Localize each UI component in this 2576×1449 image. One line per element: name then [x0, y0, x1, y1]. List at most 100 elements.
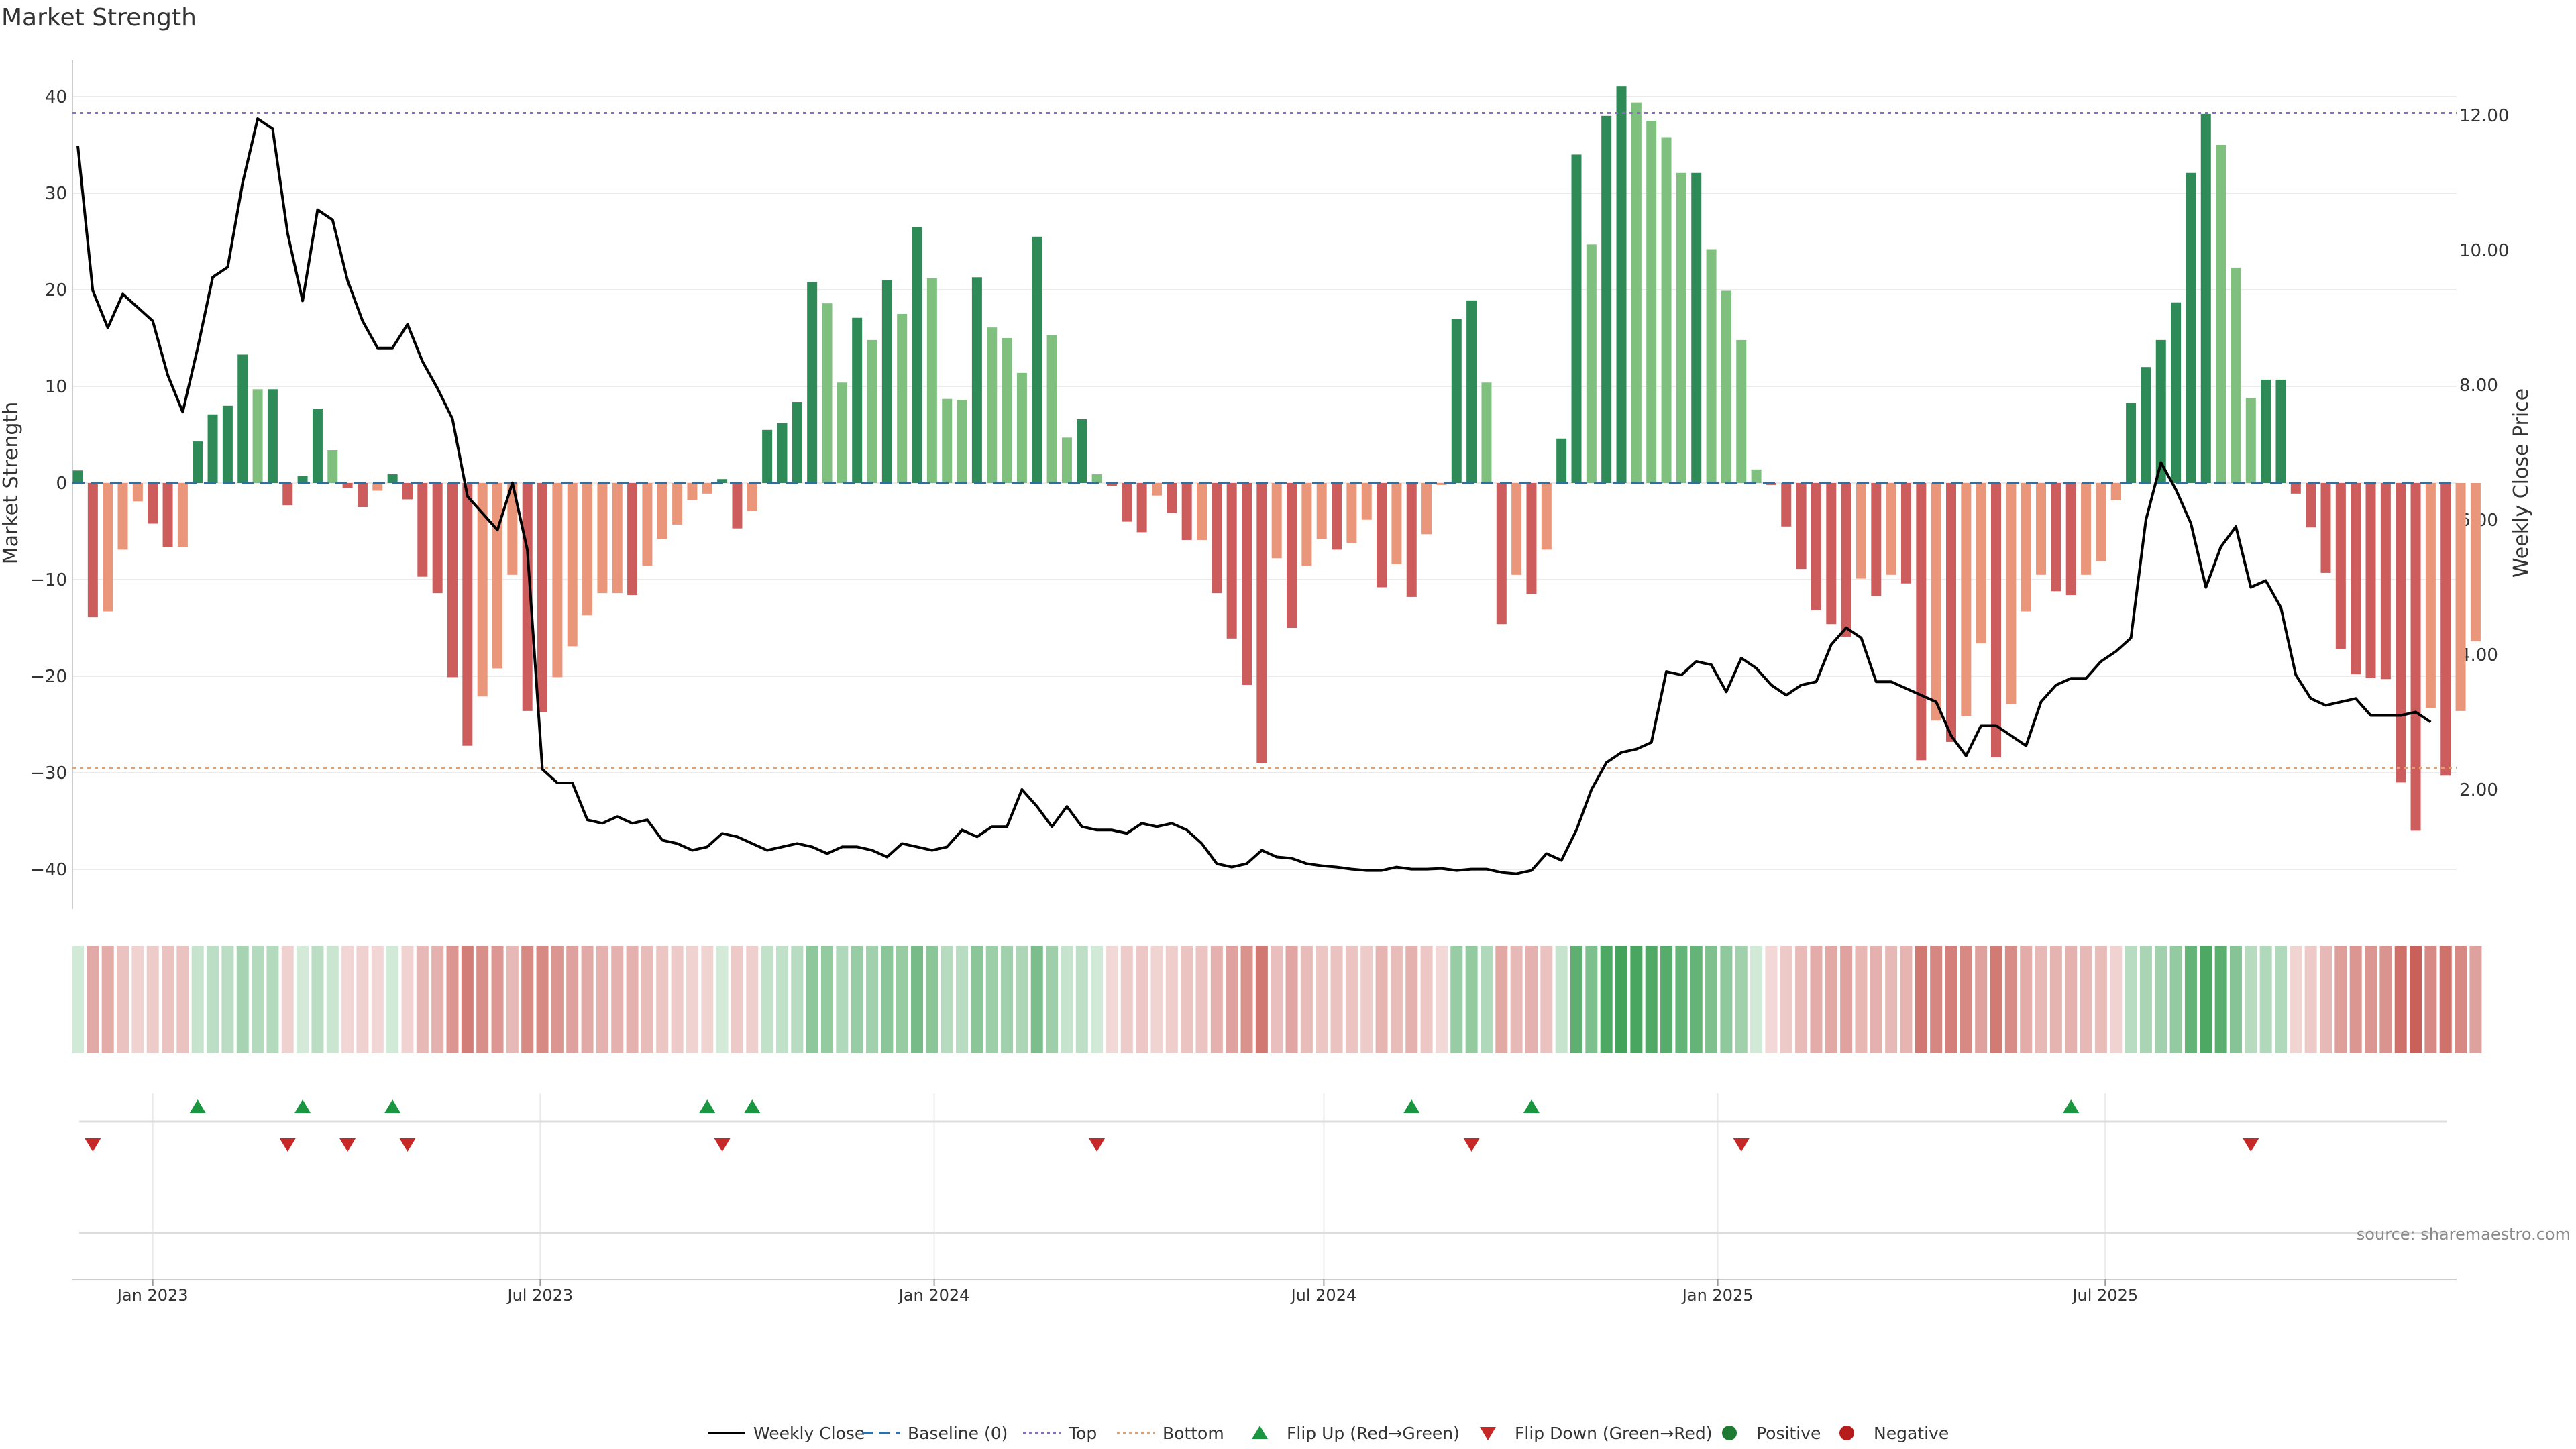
heat-cell [2110, 946, 2123, 1053]
positive-icon [1722, 1426, 1737, 1440]
strength-bars [72, 86, 2481, 831]
heat-cell [1046, 946, 1059, 1053]
legend-item-negative: Negative [1839, 1424, 1949, 1443]
strength-bar [1616, 86, 1627, 483]
heat-cell [2334, 946, 2347, 1053]
strength-bar [567, 483, 578, 647]
heat-cell [1375, 946, 1388, 1053]
y-axis-label-right: Weekly Close Price [2510, 388, 2533, 578]
heat-cell [1990, 946, 2002, 1053]
heat-cell [431, 946, 444, 1053]
strength-bar [162, 483, 173, 547]
x-axis: Jan 2023 Jul 2023 Jan 2024 Jul 2024 Jan 2025… [72, 1279, 2457, 1305]
strength-bar [1751, 469, 1762, 483]
heat-cell [985, 946, 998, 1053]
heat-cell [656, 946, 669, 1053]
heat-cell [551, 946, 564, 1053]
heat-cell [1735, 946, 1748, 1053]
heat-cell [341, 946, 354, 1053]
x-tick-label: Jan 2025 [1681, 1286, 1754, 1305]
strength-bar [1136, 483, 1147, 533]
heat-cell [2139, 946, 2152, 1053]
y-tick-label-right: 2.00 [2459, 780, 2498, 800]
y-tick-label: 0 [56, 474, 67, 494]
flip-down-marker [399, 1138, 416, 1152]
heat-cell [401, 946, 414, 1053]
heat-cell [1255, 946, 1268, 1053]
strength-bar [1016, 372, 1027, 483]
strength-bar [1871, 483, 1882, 596]
weekly-close-label: Weekly Close [753, 1424, 865, 1443]
flip-markers-panel [79, 1099, 2447, 1234]
negative-label: Negative [1874, 1424, 1949, 1443]
strength-bar [507, 483, 518, 575]
heat-cell [2365, 946, 2377, 1053]
legend-item-bottom: Bottom [1117, 1424, 1224, 1443]
strength-bar [1946, 483, 1956, 742]
heat-cell [896, 946, 908, 1053]
heat-cell [1600, 946, 1613, 1053]
strength-bar [357, 483, 368, 507]
strength-bar [1916, 483, 1927, 761]
strength-bar [1481, 382, 1492, 483]
positive-label: Positive [1756, 1424, 1821, 1443]
heat-cell [1570, 946, 1582, 1053]
flip-up-marker [189, 1099, 206, 1113]
strength-bar [1391, 483, 1402, 564]
strength-bar [837, 382, 847, 483]
strength-bar [627, 483, 638, 596]
heat-cell [146, 946, 159, 1053]
strength-bar [1856, 483, 1866, 579]
heat-cell [1825, 946, 1837, 1053]
strength-bar [747, 483, 757, 511]
x-tick-label: Jan 2023 [116, 1286, 189, 1305]
flip-down-marker [85, 1138, 101, 1152]
strength-bar [417, 483, 428, 577]
heat-cell [266, 946, 279, 1053]
strength-bar [132, 483, 143, 502]
flip-down-label: Flip Down (Green→Red) [1515, 1424, 1713, 1443]
heat-cell [1840, 946, 1853, 1053]
heat-cell [2049, 946, 2062, 1053]
strength-bar [267, 389, 278, 483]
heat-cell [1330, 946, 1343, 1053]
strength-bar [672, 483, 683, 525]
heat-cell [207, 946, 219, 1053]
strength-bar [1377, 483, 1387, 588]
strength-bar [582, 483, 593, 616]
heat-cell [1210, 946, 1223, 1053]
flip-down-marker [2243, 1138, 2259, 1152]
heat-cell [236, 946, 249, 1053]
flip-down-marker [279, 1138, 296, 1152]
legend: Weekly Close Baseline (0) Top Bottom Flip Up… [708, 1424, 1949, 1443]
strength-bar [1706, 249, 1717, 483]
weekly-close-line [76, 117, 2432, 875]
strength-bar [702, 483, 712, 494]
heat-cell [2320, 946, 2332, 1053]
strength-bar [2261, 379, 2271, 483]
strength-bar [1256, 483, 1267, 763]
reference-lines [72, 111, 2457, 769]
baseline-label: Baseline (0) [908, 1424, 1008, 1443]
heat-cell [1226, 946, 1238, 1053]
heat-cell [1495, 946, 1508, 1053]
strength-bar [1796, 483, 1807, 570]
strength-bar [1526, 483, 1537, 594]
heat-cell [1705, 946, 1718, 1053]
strength-bar [193, 441, 203, 483]
heat-cell [2349, 946, 2362, 1053]
heat-cell [1106, 946, 1118, 1053]
flip-up-marker [2063, 1099, 2080, 1113]
heat-cell [2455, 946, 2467, 1053]
strength-bar [402, 483, 413, 500]
legend-item-positive: Positive [1722, 1424, 1821, 1443]
y-tick-label: −10 [30, 570, 67, 590]
heat-cell [911, 946, 924, 1053]
strength-bar [2065, 483, 2076, 596]
strength-bar [1736, 339, 1747, 483]
heat-cell [2065, 946, 2078, 1053]
heat-cell [2184, 946, 2197, 1053]
strength-bar [1061, 437, 1072, 483]
flip-down-marker [1733, 1138, 1750, 1152]
